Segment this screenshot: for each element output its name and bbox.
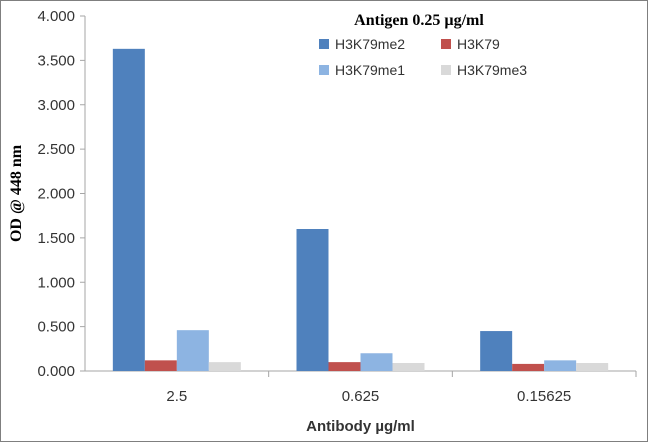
legend-label: H3K79me2 (335, 36, 405, 52)
bar-h3k79me1-0 (176, 330, 209, 371)
y-tick-label: 0.500 (37, 319, 75, 336)
y-axis-ticks: 0.000 0.500 1.000 1.500 2.000 2.500 3.000 3.500… (37, 8, 85, 380)
bar-h3k79me3-0 (208, 362, 241, 371)
bar-h3k79me3-2 (576, 363, 609, 371)
y-tick-label: 2.500 (37, 141, 75, 158)
legend-label: H3K79me1 (335, 62, 405, 78)
y-tick-label: 3.500 (37, 52, 75, 69)
y-tick-label: 1.000 (37, 274, 75, 291)
legend: H3K79me2 H3K79 H3K79me1 H3K79me3 (319, 36, 527, 78)
legend-swatch (319, 65, 329, 75)
bars (112, 48, 609, 372)
bar-h3k79me2-2 (480, 331, 513, 371)
bar-h3k79me2-1 (296, 229, 329, 371)
bar-h3k79me1-1 (360, 353, 393, 371)
legend-swatch (319, 39, 329, 49)
bar-h3k79-0 (144, 360, 177, 371)
legend-swatch (441, 65, 451, 75)
bar-h3k79me2-0 (112, 48, 145, 372)
x-tick-label: 0.625 (342, 388, 380, 405)
legend-swatch (441, 39, 451, 49)
y-tick-label: 3.000 (37, 97, 75, 114)
y-tick-label: 0.000 (37, 363, 75, 380)
x-tick-label: 2.5 (166, 388, 187, 405)
x-tick-label: 0.15625 (517, 388, 571, 405)
y-tick-label: 4.000 (37, 8, 75, 25)
x-axis-labels: 2.5 0.625 0.15625 (166, 371, 637, 405)
bar-h3k79-1 (328, 362, 361, 371)
y-tick-label: 1.500 (37, 230, 75, 247)
y-axis-title: OD @ 448 nm (8, 144, 25, 242)
bar-h3k79me1-2 (544, 360, 577, 371)
y-tick-label: 2.000 (37, 186, 75, 203)
bar-h3k79-2 (512, 363, 545, 371)
x-axis-title: Antibody µg/ml (306, 418, 415, 435)
legend-label: H3K79me3 (457, 62, 527, 78)
legend-label: H3K79 (457, 36, 500, 52)
bar-h3k79me3-1 (392, 363, 425, 371)
legend-title: Antigen 0.25 µg/ml (354, 12, 484, 29)
